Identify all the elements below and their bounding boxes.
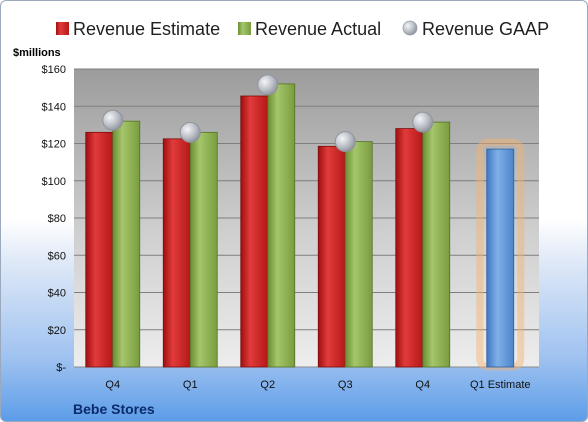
y-tick-label: $60 xyxy=(48,250,66,262)
legend-swatch-actual xyxy=(238,22,251,35)
y-tick-label: $20 xyxy=(48,325,66,337)
bar-actual xyxy=(112,120,141,368)
legend-label-gaap: Revenue GAAP xyxy=(422,19,549,39)
legend-marker-gaap xyxy=(402,20,418,36)
y-axis-unit-label: $millions xyxy=(13,47,61,59)
bar-estimate xyxy=(162,138,191,368)
x-tick-label: Q2 xyxy=(260,379,275,391)
x-tick-label: Q4 xyxy=(415,379,430,391)
legend-swatch-estimate xyxy=(56,22,69,35)
x-tick-label: Q4 xyxy=(105,379,120,391)
x-tick-label: Q1 Estimate xyxy=(470,379,531,391)
y-axis: $- $20 $40 $60 $80 $100 $120 $140 $160 xyxy=(42,64,67,374)
bar-actual xyxy=(267,83,296,368)
bar-estimate xyxy=(240,95,269,368)
y-tick-label: $140 xyxy=(42,101,66,113)
y-tick-label: $40 xyxy=(48,288,66,300)
x-tick-label: Q1 xyxy=(183,379,198,391)
gaap-marker xyxy=(179,121,201,143)
legend-label-actual: Revenue Actual xyxy=(255,19,381,39)
legend-label-estimate: Revenue Estimate xyxy=(73,19,220,39)
y-tick-label: $160 xyxy=(42,64,66,76)
bar-estimate xyxy=(395,128,424,368)
bar-estimate-forecast xyxy=(486,148,515,368)
company-name: Bebe Stores xyxy=(73,401,155,417)
gaap-marker xyxy=(412,111,434,133)
y-tick-label: $100 xyxy=(42,176,66,188)
gridlines xyxy=(74,68,539,368)
gaap-markers xyxy=(102,74,434,153)
x-axis: Q4 Q1 Q2 Q3 Q4 Q1 Estimate xyxy=(105,379,530,391)
bar-actual xyxy=(422,121,451,368)
bar-estimate xyxy=(317,145,346,368)
gaap-marker xyxy=(257,74,279,96)
bar-estimate xyxy=(85,131,114,368)
y-tick-label: $120 xyxy=(42,139,66,151)
bar-actual xyxy=(344,141,373,368)
x-tick-label: Q3 xyxy=(338,379,353,391)
gaap-marker xyxy=(334,131,356,153)
bars xyxy=(85,83,525,371)
legend: Revenue Estimate Revenue Actual Revenue … xyxy=(56,19,549,39)
bar-actual xyxy=(189,131,218,368)
y-tick-label: $- xyxy=(56,362,66,374)
y-tick-label: $80 xyxy=(48,213,66,225)
gaap-marker xyxy=(102,109,124,131)
